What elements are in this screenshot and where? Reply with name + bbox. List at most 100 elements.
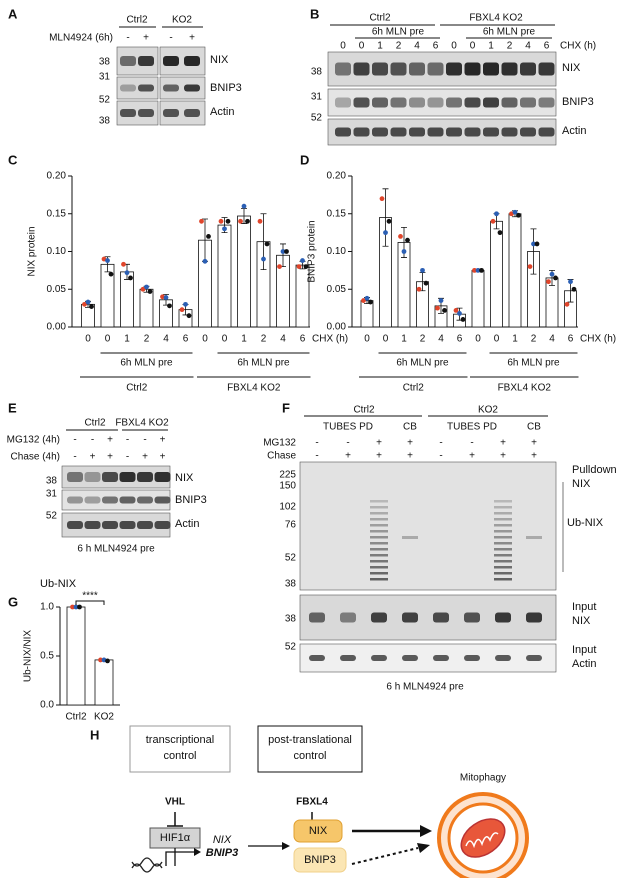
- data-point: [568, 279, 573, 285]
- band: [102, 496, 118, 504]
- lane-label: TUBES PD: [447, 422, 497, 433]
- protein-name: BNIP3: [304, 854, 336, 866]
- band: [335, 127, 351, 137]
- sign: -: [439, 438, 442, 449]
- x-tick-label: 2: [144, 334, 150, 345]
- sign: -: [143, 435, 146, 446]
- band: [538, 62, 555, 76]
- data-point: [280, 249, 286, 254]
- data-point: [383, 230, 388, 236]
- band: [84, 521, 101, 529]
- sign: +: [107, 435, 113, 446]
- panel-letter: D: [300, 153, 309, 168]
- panel-letter: G: [8, 595, 18, 610]
- data-point: [218, 218, 224, 224]
- subgroup-label: 6h MLN pre: [237, 358, 290, 369]
- group-label: Ctrl2: [126, 15, 148, 26]
- protein-name: VHL: [165, 797, 185, 808]
- box-text: transcriptional: [146, 734, 214, 746]
- x-tick-label: 0: [222, 334, 228, 345]
- mw-marker: 52: [311, 113, 323, 124]
- band-label: BNIP3: [175, 494, 207, 506]
- y-axis-label: NIX protein: [27, 226, 38, 276]
- data-point: [105, 258, 110, 263]
- x-tick-label: 1: [241, 334, 247, 345]
- chx-label: 1: [377, 41, 383, 52]
- data-point: [401, 249, 407, 254]
- data-point: [405, 237, 410, 243]
- band: [138, 109, 154, 117]
- data-point: [423, 280, 429, 286]
- bar: [139, 288, 154, 328]
- pretreatment: 6h MLN pre: [372, 27, 425, 38]
- chx-label: 2: [396, 41, 402, 52]
- data-point: [460, 317, 466, 322]
- row-label: MG132: [263, 438, 296, 449]
- data-point: [121, 261, 126, 267]
- band: [67, 472, 83, 482]
- mw-marker: 38: [99, 116, 111, 127]
- x-tick-label: 0: [383, 334, 389, 345]
- lane-label: TUBES PD: [323, 422, 373, 433]
- y-tick-label: 0.10: [47, 246, 67, 257]
- smear-band: [370, 548, 388, 551]
- chx-label: 2: [507, 41, 513, 52]
- band: [137, 521, 153, 529]
- band: [309, 612, 325, 623]
- row-label: Chase: [267, 451, 296, 462]
- band-label: Actin: [562, 125, 586, 137]
- box-text: post-translational: [268, 734, 352, 746]
- band: [137, 472, 153, 482]
- data-point: [368, 299, 373, 305]
- band: [67, 521, 83, 529]
- band: [433, 612, 449, 623]
- band-label: Actin: [210, 106, 234, 118]
- band: [184, 109, 200, 117]
- data-point: [435, 305, 440, 311]
- band-label: Input: [572, 644, 596, 656]
- mw-marker: 31: [46, 489, 58, 500]
- panel-letter: B: [310, 7, 319, 22]
- band: [184, 56, 200, 66]
- data-point: [140, 286, 146, 292]
- band: [353, 62, 370, 76]
- sign: -: [169, 33, 172, 44]
- x-tick-label: 4: [163, 334, 169, 345]
- sign: +: [376, 451, 382, 462]
- band: [433, 655, 449, 661]
- chx-label: 0: [340, 41, 346, 52]
- group-label: KO2: [478, 405, 498, 416]
- band: [446, 62, 462, 76]
- x-axis-label: CHX (h): [580, 334, 616, 345]
- mw-marker: 38: [285, 614, 297, 625]
- band: [371, 612, 387, 623]
- sign: +: [90, 452, 96, 463]
- band: [409, 97, 425, 108]
- band: [154, 472, 171, 482]
- data-point: [225, 218, 231, 224]
- box-text: control: [163, 750, 196, 762]
- x-tick-label: 4: [549, 334, 555, 345]
- control-box: [257, 725, 363, 773]
- data-point: [527, 264, 533, 269]
- blot: [299, 643, 557, 673]
- data-point: [386, 218, 392, 224]
- blot: [159, 76, 206, 100]
- protein-name: FBXL4: [296, 797, 328, 808]
- data-point: [257, 218, 263, 224]
- smear-band: [494, 500, 512, 503]
- sign: -: [91, 435, 94, 446]
- band-label: NIX: [175, 472, 194, 484]
- smear-band: [370, 500, 388, 503]
- chx-label: 0: [451, 41, 457, 52]
- data-point: [516, 212, 521, 218]
- x-tick-label: 1: [124, 334, 130, 345]
- smear-band: [370, 518, 388, 521]
- data-point: [457, 311, 462, 316]
- row-label: MG132 (4h): [7, 435, 60, 446]
- sign: +: [143, 33, 149, 44]
- band-label: Input: [572, 601, 596, 613]
- band: [119, 521, 136, 529]
- sign: +: [160, 452, 166, 463]
- band: [184, 84, 200, 92]
